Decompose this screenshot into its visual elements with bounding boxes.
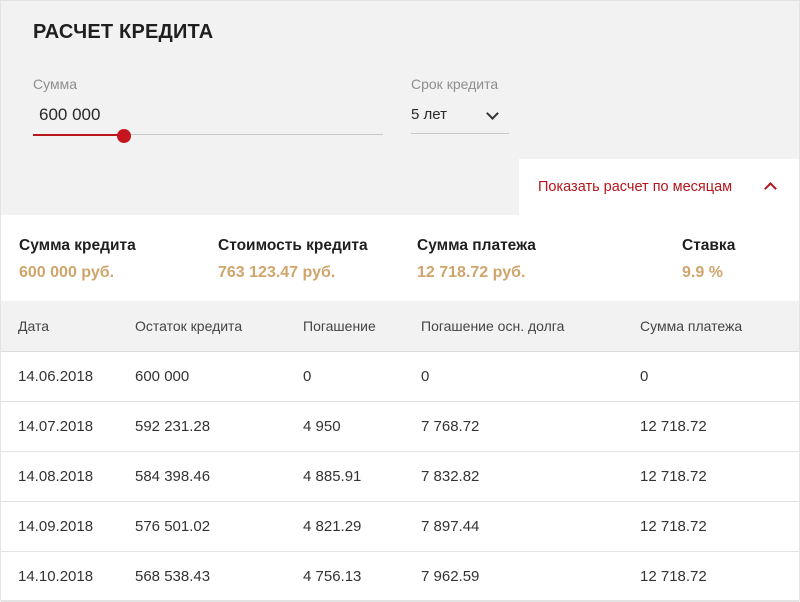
cell-payment: 12 718.72 <box>640 501 799 552</box>
sum-label: Сумма <box>33 76 77 92</box>
cell-repayment: 4 885.91 <box>303 451 421 502</box>
table-row: 14.07.2018 592 231.28 4 950 7 768.72 12 … <box>1 401 799 452</box>
cell-principal: 7 962.59 <box>421 551 640 602</box>
term-select[interactable]: 5 лет <box>411 101 509 134</box>
summary-value: 9.9 % <box>682 264 723 281</box>
cell-balance: 584 398.46 <box>135 451 303 502</box>
term-label: Срок кредита <box>411 76 499 92</box>
show-monthly-toggle[interactable]: Показать расчет по месяцам <box>519 159 799 215</box>
header-balance: Остаток кредита <box>135 301 303 352</box>
summary-item-payment: Сумма платежа 12 718.72 руб. <box>417 237 536 282</box>
cell-date: 14.06.2018 <box>1 351 135 402</box>
summary-label: Сумма кредита <box>19 237 136 254</box>
cell-payment: 12 718.72 <box>640 551 799 602</box>
cell-payment: 12 718.72 <box>640 401 799 452</box>
summary-label: Стоимость кредита <box>218 237 368 254</box>
summary-label: Ставка <box>682 237 736 254</box>
table-row: 14.08.2018 584 398.46 4 885.91 7 832.82 … <box>1 451 799 502</box>
cell-balance: 592 231.28 <box>135 401 303 452</box>
header-date: Дата <box>1 301 135 352</box>
cell-principal: 0 <box>421 351 640 402</box>
cell-date: 14.07.2018 <box>1 401 135 452</box>
cell-repayment: 4 950 <box>303 401 421 452</box>
calculator-panel: РАСЧЕТ КРЕДИТА Сумма 600 000 Срок кредит… <box>1 1 799 215</box>
slider-thumb[interactable] <box>117 129 131 143</box>
cell-date: 14.10.2018 <box>1 551 135 602</box>
table-row: 14.09.2018 576 501.02 4 821.29 7 897.44 … <box>1 501 799 552</box>
header-principal: Погашение осн. долга <box>421 301 640 352</box>
slider-fill <box>33 134 124 136</box>
summary-value: 600 000 руб. <box>19 264 115 281</box>
cell-date: 14.08.2018 <box>1 451 135 502</box>
table-row: 14.06.2018 600 000 0 0 0 <box>1 351 799 402</box>
cell-balance: 600 000 <box>135 351 303 402</box>
cell-repayment: 4 756.13 <box>303 551 421 602</box>
chevron-down-icon <box>486 107 499 120</box>
term-value: 5 лет <box>411 106 447 123</box>
cell-repayment: 0 <box>303 351 421 402</box>
chevron-up-icon <box>764 182 777 195</box>
cell-payment: 0 <box>640 351 799 402</box>
summary-item-rate: Ставка 9.9 % <box>682 237 735 282</box>
summary-item-credit-sum: Сумма кредита 600 000 руб. <box>19 237 136 282</box>
cell-date: 14.09.2018 <box>1 501 135 552</box>
cell-principal: 7 768.72 <box>421 401 640 452</box>
cell-principal: 7 832.82 <box>421 451 640 502</box>
header-repayment: Погашение <box>303 301 421 352</box>
summary-item-credit-cost: Стоимость кредита 763 123.47 руб. <box>218 237 368 282</box>
table-row: 14.10.2018 568 538.43 4 756.13 7 962.59 … <box>1 551 799 602</box>
summary-value: 12 718.72 руб. <box>417 264 526 281</box>
slider-track <box>33 134 383 135</box>
cell-principal: 7 897.44 <box>421 501 640 552</box>
cell-balance: 576 501.02 <box>135 501 303 552</box>
table-header-row: Дата Остаток кредита Погашение Погашение… <box>1 301 799 352</box>
summary-value: 763 123.47 руб. <box>218 264 336 281</box>
toggle-label: Показать расчет по месяцам <box>538 179 733 195</box>
summary-bar: Сумма кредита 600 000 руб. Стоимость кре… <box>1 215 799 301</box>
header-payment: Сумма платежа <box>640 301 799 352</box>
payment-schedule-table: Дата Остаток кредита Погашение Погашение… <box>1 301 799 602</box>
cell-repayment: 4 821.29 <box>303 501 421 552</box>
page-title: РАСЧЕТ КРЕДИТА <box>33 21 214 43</box>
cell-balance: 568 538.43 <box>135 551 303 602</box>
cell-payment: 12 718.72 <box>640 451 799 502</box>
summary-label: Сумма платежа <box>417 237 536 254</box>
sum-input[interactable]: 600 000 <box>39 105 101 124</box>
sum-slider[interactable] <box>33 129 383 143</box>
